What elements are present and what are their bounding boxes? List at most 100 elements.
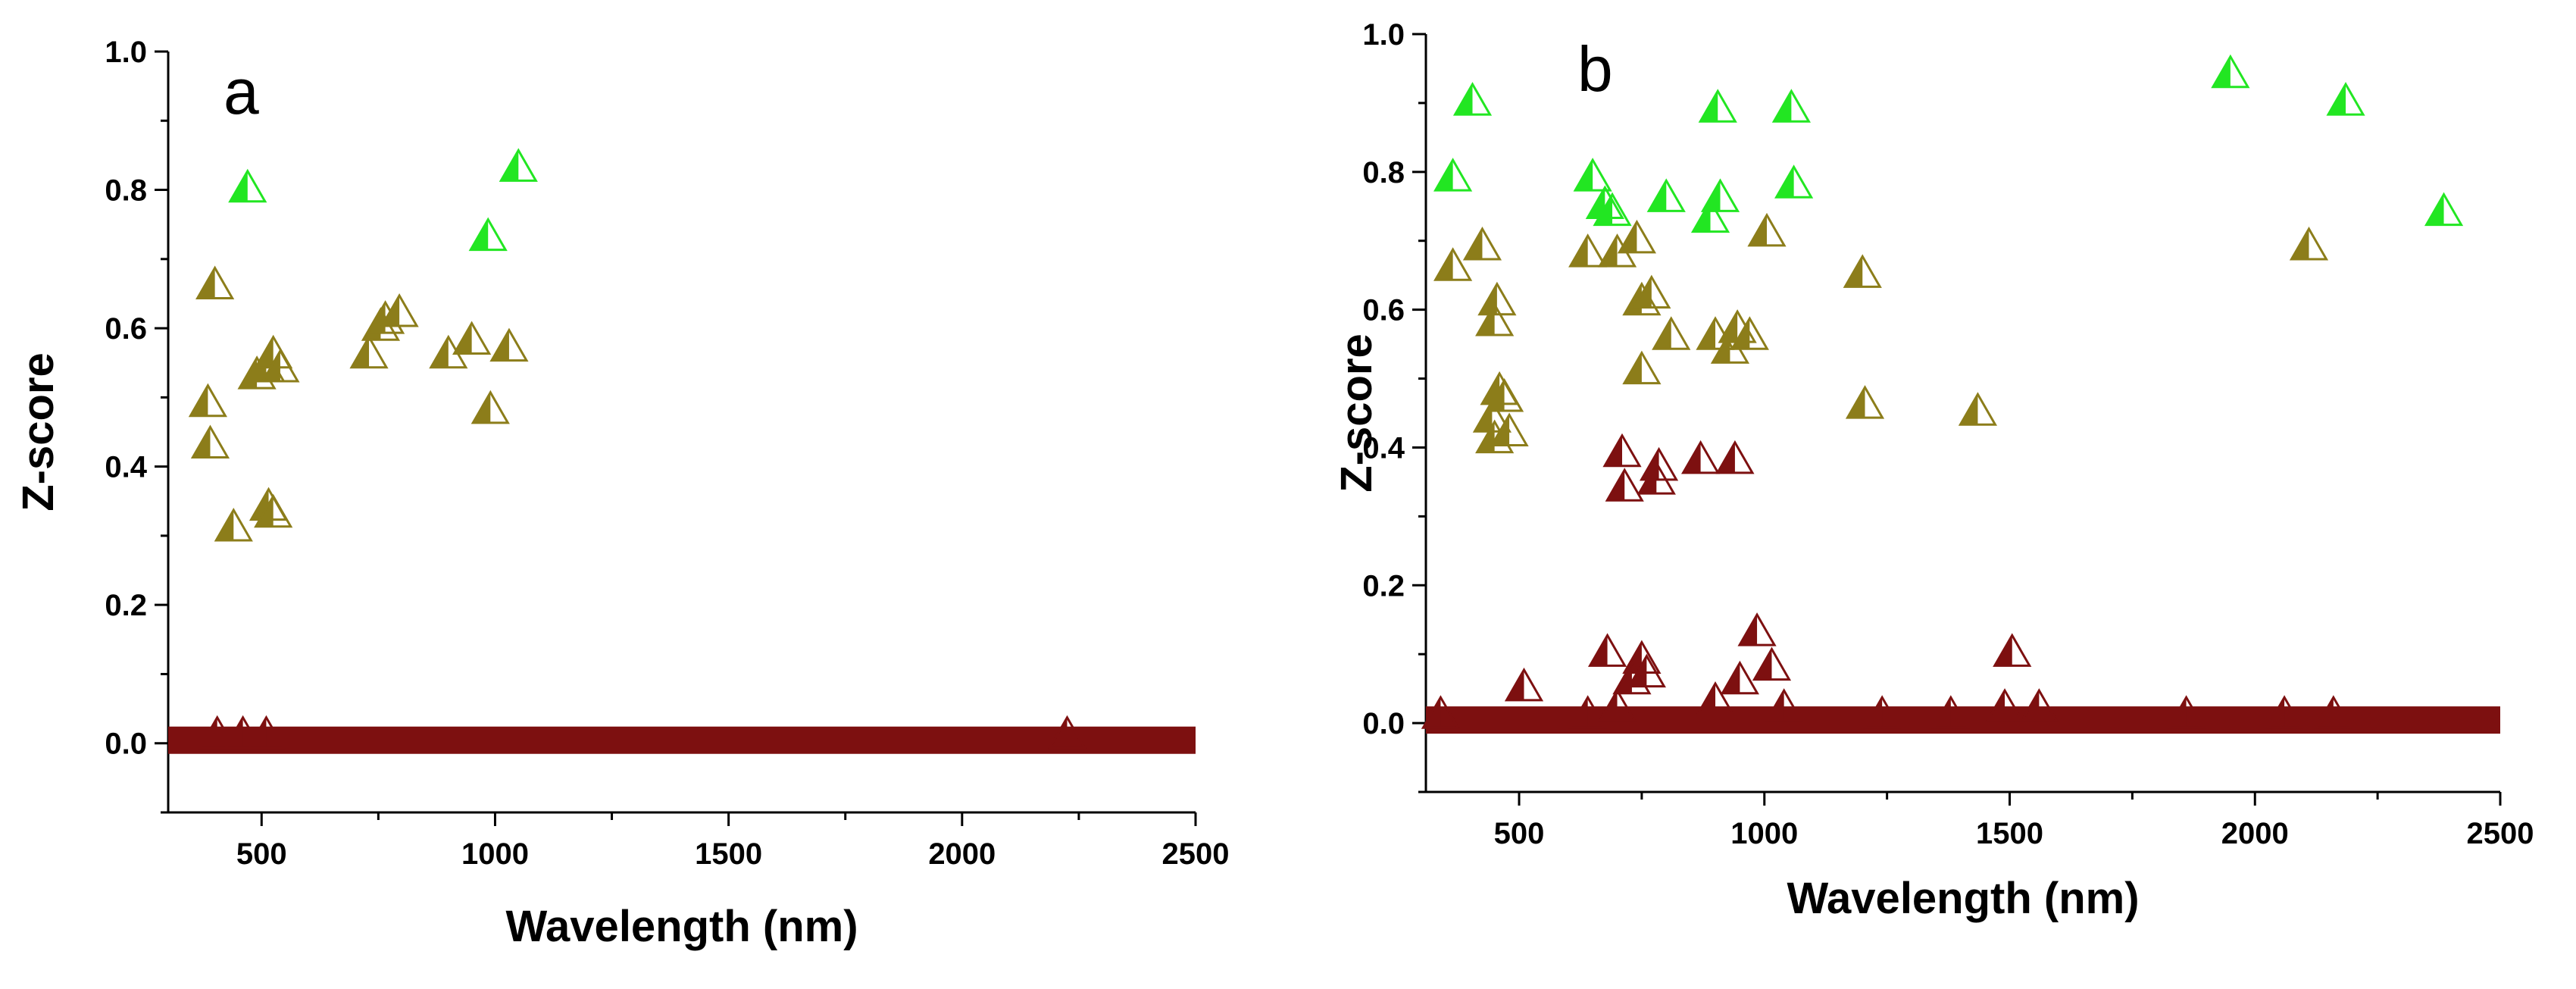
panel-b-data-point bbox=[1752, 646, 1792, 681]
panel-b-data-point bbox=[1993, 633, 2032, 667]
panel-b-data-point bbox=[1720, 660, 1759, 695]
panel-a-x-tick-label: 2500 bbox=[1162, 837, 1230, 871]
panel-b-data-point bbox=[1475, 302, 1515, 336]
panel-b-x-tick-label: 1500 bbox=[1976, 817, 2043, 850]
panel-b-y-tick-label: 0.6 bbox=[1362, 294, 1405, 327]
panel-b-data-point bbox=[1593, 192, 1632, 227]
panel-b-data-point bbox=[1568, 695, 1608, 729]
panel-b-data-point bbox=[1632, 274, 1671, 309]
panel-a-data-point bbox=[188, 383, 227, 418]
panel-b-data-point bbox=[1715, 440, 1755, 474]
panel-b-y-tick-label: 0.2 bbox=[1362, 569, 1405, 602]
panel-a-data-point bbox=[246, 715, 286, 750]
panel-b-data-point bbox=[1587, 633, 1627, 667]
panel-b-data-point bbox=[1612, 660, 1652, 695]
panel-b-data-point bbox=[2326, 82, 2365, 116]
panel-b-data-point bbox=[1475, 419, 1515, 454]
panel-b-data-point bbox=[1771, 89, 1811, 123]
panel-b-data-point bbox=[1958, 392, 1998, 426]
panel-b-y-axis-title: Z-score bbox=[1332, 333, 1381, 493]
panel-b-data-point bbox=[1617, 219, 1657, 254]
panel-b-data-point bbox=[2019, 688, 2059, 722]
panel-b-data-point bbox=[1639, 446, 1679, 481]
panel-a-y-tick-label: 0.6 bbox=[105, 312, 147, 346]
panel-a-data-point bbox=[254, 493, 293, 528]
panel-b-data-point bbox=[2265, 695, 2304, 729]
panel-a-data-point bbox=[470, 390, 510, 424]
panel-a-data-point bbox=[190, 424, 230, 459]
panel-a-y-tick-label: 0.0 bbox=[105, 728, 147, 761]
panel-b-data-point bbox=[1452, 82, 1493, 116]
panel-b-data-point bbox=[1730, 316, 1769, 350]
panel-a-data-point bbox=[380, 293, 419, 327]
panel-b-data-point bbox=[1597, 688, 1637, 722]
panel-a-x-tick-label: 500 bbox=[236, 837, 287, 871]
panel-b-x-tick-label: 500 bbox=[1494, 817, 1545, 850]
panel-b-series-3 bbox=[1421, 433, 2500, 734]
panel-b-data-point bbox=[1765, 688, 1804, 722]
panel-a-data-point bbox=[499, 148, 538, 182]
chart-panel-a: 500 1000 1500 2000 2500 0.0 0.2 0.4 0.6 0.8 1.0 Wav… bbox=[14, 36, 1230, 951]
panel-b-series-1 bbox=[1433, 54, 2464, 233]
panel-b-data-point bbox=[2424, 192, 2464, 227]
panel-b-data-point bbox=[1646, 178, 1686, 212]
panel-b-data-point bbox=[1774, 164, 1814, 199]
panel-b-data-point bbox=[1843, 254, 1882, 288]
panel-a-data-point bbox=[468, 217, 508, 252]
panel-b-letter: b bbox=[1577, 33, 1613, 105]
panel-b-data-point bbox=[1652, 316, 1691, 350]
panel-b-data-point bbox=[1931, 695, 1971, 729]
panel-a-series-2 bbox=[188, 265, 529, 542]
panel-b-data-point bbox=[1845, 385, 1885, 419]
panel-b-x-tick-label: 2000 bbox=[2221, 817, 2289, 850]
panel-b-data-point bbox=[1433, 247, 1473, 281]
panel-a-y-tick-label: 0.4 bbox=[105, 451, 147, 484]
panel-a-y-tick-label: 1.0 bbox=[105, 36, 147, 69]
panel-b-data-point bbox=[1568, 233, 1608, 268]
panel-b-x-tick-label: 1000 bbox=[1730, 817, 1798, 850]
panel-b-data-point bbox=[1862, 695, 1902, 729]
panel-a-data-point bbox=[349, 334, 389, 369]
panel-a-x-tick-label: 2000 bbox=[928, 837, 996, 871]
panel-b-data-point bbox=[1605, 468, 1644, 502]
panel-a-data-point bbox=[261, 349, 300, 383]
panel-b-data-point bbox=[2211, 54, 2250, 89]
panel-a-data-point bbox=[224, 715, 263, 750]
panel-b-data-point bbox=[1747, 212, 1787, 247]
panel-b-y-tick-label: 0.0 bbox=[1362, 707, 1405, 740]
panel-b-data-point bbox=[2167, 695, 2206, 729]
panel-b-data-point bbox=[1421, 695, 1461, 729]
panel-b-data-point bbox=[1737, 612, 1777, 646]
panel-b-data-point bbox=[1433, 158, 1473, 192]
panel-b-y-tick-label: 0.4 bbox=[1362, 431, 1405, 465]
panel-b-data-point bbox=[1690, 199, 1730, 233]
panel-a-data-point bbox=[452, 321, 492, 355]
panel-b-x-axis-title: Wavelength (nm) bbox=[1787, 874, 2139, 923]
panel-a-data-point bbox=[214, 507, 253, 542]
panel-a-series-3 bbox=[168, 715, 1196, 754]
panel-a-x-tick-label: 1000 bbox=[461, 837, 529, 871]
panel-b-data-point bbox=[2289, 227, 2329, 261]
panel-b-data-point bbox=[1681, 440, 1721, 474]
panel-b-x-tick-label: 2500 bbox=[2467, 817, 2534, 850]
panel-a-y-axis-title: Z-score bbox=[14, 352, 63, 512]
panel-b-y-tick-label: 1.0 bbox=[1362, 18, 1405, 52]
panel-a-data-point bbox=[489, 327, 529, 362]
panel-a-y-tick-label: 0.8 bbox=[105, 174, 147, 208]
panel-a-letter: a bbox=[224, 56, 259, 127]
chart-panel-b: 500 1000 1500 2000 2500 0.0 0.2 0.4 0.6 0.8 1.0 Wav… bbox=[1332, 18, 2534, 923]
panel-b-data-point bbox=[1622, 350, 1662, 385]
panel-b-data-point bbox=[1490, 412, 1529, 446]
panel-b-data-point bbox=[1504, 667, 1544, 702]
panel-b-data-point bbox=[1485, 378, 1524, 412]
panel-b-data-point bbox=[1462, 227, 1502, 261]
panel-b-y-tick-label: 0.8 bbox=[1362, 156, 1405, 189]
panel-b-data-point bbox=[1696, 681, 1735, 715]
panel-b-data-point bbox=[1573, 158, 1612, 192]
panel-b-data-point bbox=[2314, 695, 2353, 729]
panel-a-y-tick-label: 0.2 bbox=[105, 589, 147, 622]
panel-a-data-point bbox=[1047, 715, 1087, 750]
panel-a-x-axis-title: Wavelength (nm) bbox=[505, 902, 858, 951]
panel-a-data-point bbox=[195, 265, 235, 300]
